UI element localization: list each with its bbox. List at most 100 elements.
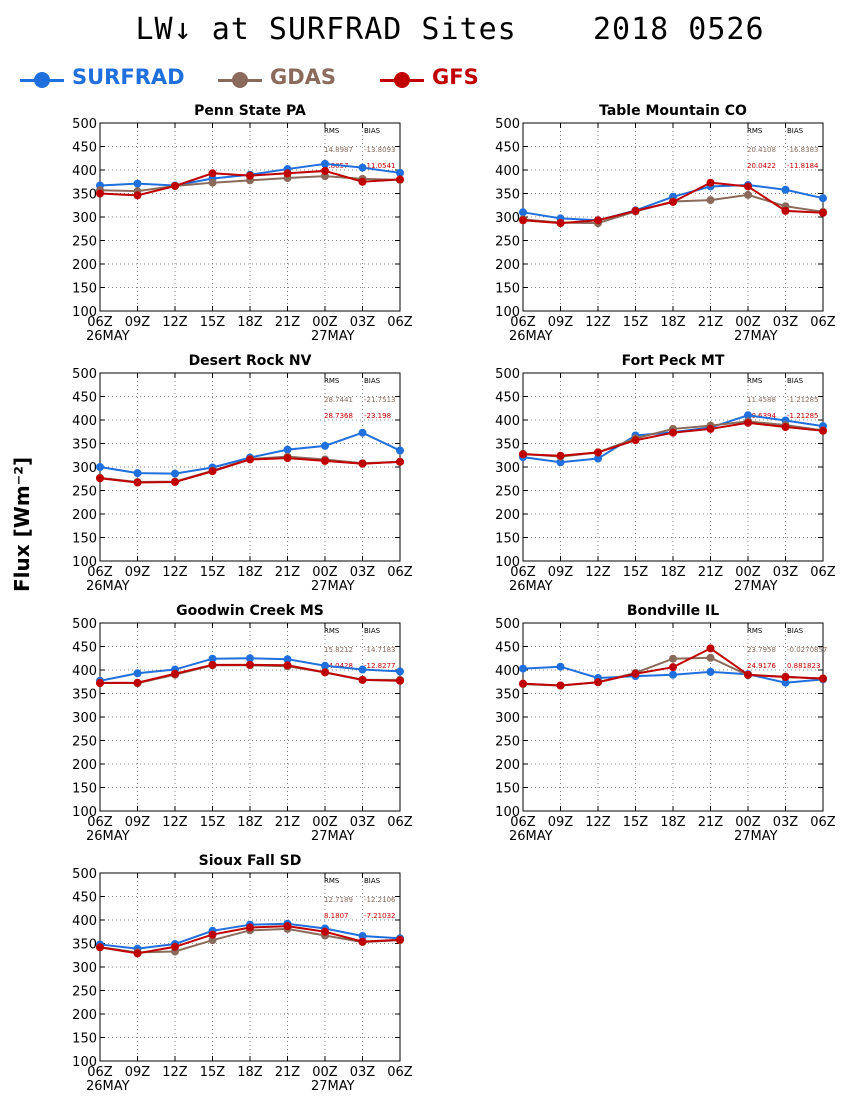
data-point-gfs [96,679,104,688]
stats-rms-value: 15.8212 [324,646,353,654]
data-point-gfs [556,219,565,228]
y-tick-label: 500 [72,617,97,632]
stats-bias-value: -1.21285 [787,412,818,420]
data-point-gfs [358,177,367,186]
legend-label: GDAS [270,65,337,89]
data-point-gdas [669,654,677,663]
panel-fort-peck-mt: Fort Peck MT 100 150 200 250 300 350 400 450 500 0… [495,353,836,594]
stats-bias-value: -11.0541 [364,162,395,170]
data-point-gdas [706,196,715,205]
x-tick-label: 09Z [125,315,151,330]
y-tick-label: 300 [72,211,97,226]
data-point-surfrad [133,179,142,188]
x-tick-label: 18Z [237,315,263,330]
data-point-surfrad [519,664,527,673]
y-tick-label: 100 [495,555,520,570]
stats-header-rms: RMS [324,377,340,385]
y-tick-label: 300 [72,461,97,476]
data-point-gfs [283,661,292,670]
stats-rms-value: 8.1807 [324,912,349,920]
data-point-gfs [819,674,827,683]
x-tick-label: 18Z [237,565,263,580]
x-tick-label: 09Z [548,565,574,580]
data-point-gfs [819,426,827,435]
x-tick-label: 15Z [623,815,649,830]
data-point-gfs [519,450,527,459]
y-tick-label: 200 [495,258,520,273]
data-point-gfs [594,448,602,457]
stats-header-rms: RMS [747,627,763,635]
y-tick-label: 400 [495,664,520,679]
date-label: 26MAY [509,829,553,844]
x-tick-label: 06Z [510,565,536,580]
y-tick-label: 300 [72,711,97,726]
x-tick-label: 09Z [125,815,151,830]
date-label: 26MAY [86,329,130,344]
y-tick-label: 450 [495,391,520,406]
data-point-gfs [594,678,602,687]
y-tick-label: 150 [495,282,520,297]
x-tick-label: 12Z [162,315,188,330]
y-tick-label: 300 [72,961,97,976]
data-point-surfrad [321,661,329,670]
panel-title: Fort Peck MT [622,353,725,369]
data-point-surfrad [669,670,677,679]
x-tick-label: 21Z [698,565,724,580]
data-point-gfs [556,681,565,690]
legend-marker-icon [232,72,248,88]
data-point-surfrad [781,185,790,194]
stats-header-bias: BIAS [364,877,381,885]
data-point-surfrad [171,469,179,478]
x-tick-label: 03Z [350,565,376,580]
stats-bias-value: -14.7183 [364,646,395,654]
data-point-surfrad [556,662,565,671]
stats-bias-value: -13.8093 [364,146,395,154]
date-label: 26MAY [86,1079,130,1094]
x-tick-label: 15Z [200,1065,226,1080]
y-tick-label: 500 [72,117,97,132]
data-point-gfs [669,428,677,437]
data-point-gdas [744,190,752,199]
x-tick-label: 06Z [387,815,413,830]
data-point-gfs [744,418,752,427]
y-tick-label: 200 [72,1008,97,1023]
data-point-surfrad [519,208,527,217]
data-point-gfs [96,474,104,483]
y-tick-label: 350 [495,188,520,203]
y-tick-label: 250 [495,485,520,500]
data-point-gfs [171,478,179,487]
x-tick-label: 09Z [125,1065,151,1080]
data-point-surfrad [96,463,104,471]
data-point-surfrad [321,441,329,450]
stats-header-bias: BIAS [364,127,381,135]
y-tick-label: 500 [72,367,97,382]
data-point-surfrad [396,667,404,676]
stats-bias-value: 0.881823 [787,662,820,670]
x-tick-label: 15Z [623,565,649,580]
stats-rms-value: 28.7441 [324,396,353,404]
y-tick-label: 250 [72,235,97,250]
data-point-surfrad [819,194,827,203]
x-tick-label: 06Z [387,315,413,330]
data-point-gfs [321,166,329,175]
panel-title: Desert Rock NV [189,353,312,369]
y-tick-label: 400 [495,414,520,429]
y-tick-label: 500 [72,867,97,882]
data-point-gfs [744,182,752,191]
y-tick-label: 300 [495,461,520,476]
data-point-gfs [171,669,179,678]
data-point-gfs [133,678,142,687]
x-tick-label: 18Z [237,1065,263,1080]
y-tick-label: 250 [72,735,97,750]
x-tick-label: 00Z [312,1065,338,1080]
x-tick-label: 12Z [585,815,611,830]
x-tick-label: 03Z [773,565,799,580]
data-point-surfrad [781,678,790,687]
data-point-gfs [96,189,104,198]
data-point-gfs [594,216,602,225]
data-point-gfs [358,937,367,946]
stats-header-bias: BIAS [787,627,804,635]
x-tick-label: 18Z [660,565,686,580]
panel-title: Penn State PA [194,103,306,119]
data-point-gfs [358,459,367,468]
